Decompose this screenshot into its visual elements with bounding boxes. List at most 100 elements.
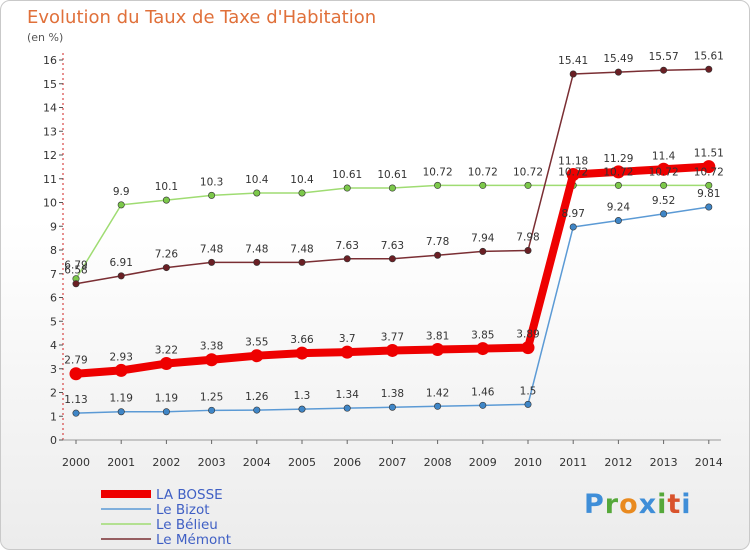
- data-label: 10.72: [468, 166, 498, 178]
- data-label: 11.4: [652, 150, 676, 162]
- data-label: 7.94: [471, 232, 495, 244]
- data-label: 11.18: [558, 155, 588, 167]
- data-point: [614, 68, 622, 76]
- y-tick-label: 9: [50, 220, 57, 233]
- y-tick-label: 0: [50, 434, 57, 447]
- data-point: [479, 247, 487, 255]
- data-label: 7.98: [516, 231, 539, 243]
- data-label: 6.58: [64, 265, 87, 277]
- data-point: [660, 210, 668, 218]
- data-label: 10.61: [332, 169, 362, 181]
- data-label: 11.51: [694, 148, 724, 160]
- y-tick-label: 8: [50, 244, 57, 257]
- data-label: 3.81: [426, 331, 449, 343]
- chart-unit: (en %): [27, 31, 64, 44]
- data-point: [705, 65, 713, 73]
- logo-letter: i: [657, 489, 668, 520]
- data-label: 2.93: [110, 351, 133, 363]
- y-tick-label: 6: [50, 292, 57, 305]
- data-point: [250, 349, 264, 363]
- logo-letter: o: [619, 489, 639, 520]
- x-tick-label: 2003: [198, 456, 226, 469]
- logo-letter: t: [667, 489, 682, 520]
- y-tick-label: 2: [50, 387, 57, 400]
- data-label: 9.24: [607, 202, 631, 214]
- data-point: [660, 181, 668, 189]
- y-tick-label: 10: [43, 197, 57, 210]
- data-point: [524, 181, 532, 189]
- data-label: 9.52: [652, 195, 675, 207]
- y-tick-label: 14: [43, 102, 57, 115]
- data-point: [69, 367, 83, 381]
- legend-label: Le Bélieu: [156, 517, 218, 533]
- data-point: [434, 251, 442, 259]
- data-point: [521, 341, 535, 355]
- data-point: [569, 223, 577, 231]
- data-label: 1.13: [64, 394, 87, 406]
- data-label: 3.66: [290, 334, 314, 346]
- x-tick-label: 2004: [243, 456, 271, 469]
- data-label: 1.46: [471, 386, 495, 398]
- data-label: 7.63: [336, 240, 359, 252]
- data-label: 3.7: [339, 333, 356, 345]
- data-point: [388, 255, 396, 263]
- logo-letter: r: [604, 489, 620, 520]
- data-point: [208, 406, 216, 414]
- proxiti-logo: Proxiti: [584, 489, 692, 520]
- data-label: 1.42: [426, 387, 449, 399]
- data-label: 7.63: [381, 240, 404, 252]
- x-tick-label: 2014: [695, 456, 723, 469]
- data-point: [385, 343, 399, 357]
- data-label: 1.38: [381, 388, 404, 400]
- x-tick-label: 2010: [514, 456, 542, 469]
- chart-title: Evolution du Taux de Taxe d'Habitation: [27, 7, 377, 28]
- series-line: [75, 206, 710, 414]
- data-label: 10.61: [377, 169, 407, 181]
- y-tick-label: 12: [43, 149, 57, 162]
- data-label: 1.3: [294, 390, 311, 402]
- x-tick-label: 2012: [604, 456, 632, 469]
- legend-label: Le Mémont: [156, 532, 231, 548]
- legend-label: LA BOSSE: [156, 487, 223, 503]
- y-tick-label: 11: [43, 173, 57, 186]
- data-point: [611, 165, 625, 179]
- data-label: 10.72: [694, 166, 724, 178]
- data-label: 3.55: [245, 337, 268, 349]
- data-point: [479, 401, 487, 409]
- data-label: 10.1: [155, 181, 178, 193]
- data-label: 1.19: [110, 393, 133, 405]
- logo-letter: P: [584, 489, 605, 520]
- data-label: 3.38: [200, 341, 223, 353]
- y-tick-label: 13: [43, 125, 57, 138]
- data-label: 10.4: [245, 174, 269, 186]
- data-point: [524, 246, 532, 254]
- data-label: 1.25: [200, 391, 223, 403]
- y-tick-label: 5: [50, 315, 57, 328]
- data-point: [117, 272, 125, 280]
- data-point: [388, 403, 396, 411]
- data-point: [702, 160, 716, 174]
- data-point: [660, 66, 668, 74]
- data-label: 10.3: [200, 176, 223, 188]
- data-point: [343, 184, 351, 192]
- data-label: 1.34: [336, 389, 360, 401]
- data-label: 8.97: [562, 208, 585, 220]
- data-point: [72, 409, 80, 417]
- data-label: 10.72: [603, 166, 633, 178]
- data-point: [434, 181, 442, 189]
- data-label: 1.26: [245, 391, 269, 403]
- data-point: [476, 342, 490, 356]
- data-label: 7.48: [290, 243, 313, 255]
- data-label: 10.72: [513, 166, 543, 178]
- data-point: [657, 162, 671, 176]
- data-label: 3.77: [381, 331, 404, 343]
- data-label: 7.48: [200, 243, 223, 255]
- y-tick-label: 7: [50, 268, 57, 281]
- x-tick-label: 2006: [333, 456, 361, 469]
- data-point: [298, 189, 306, 197]
- x-tick-label: 2001: [107, 456, 135, 469]
- data-point: [159, 357, 173, 371]
- data-point: [295, 346, 309, 360]
- data-point: [298, 405, 306, 413]
